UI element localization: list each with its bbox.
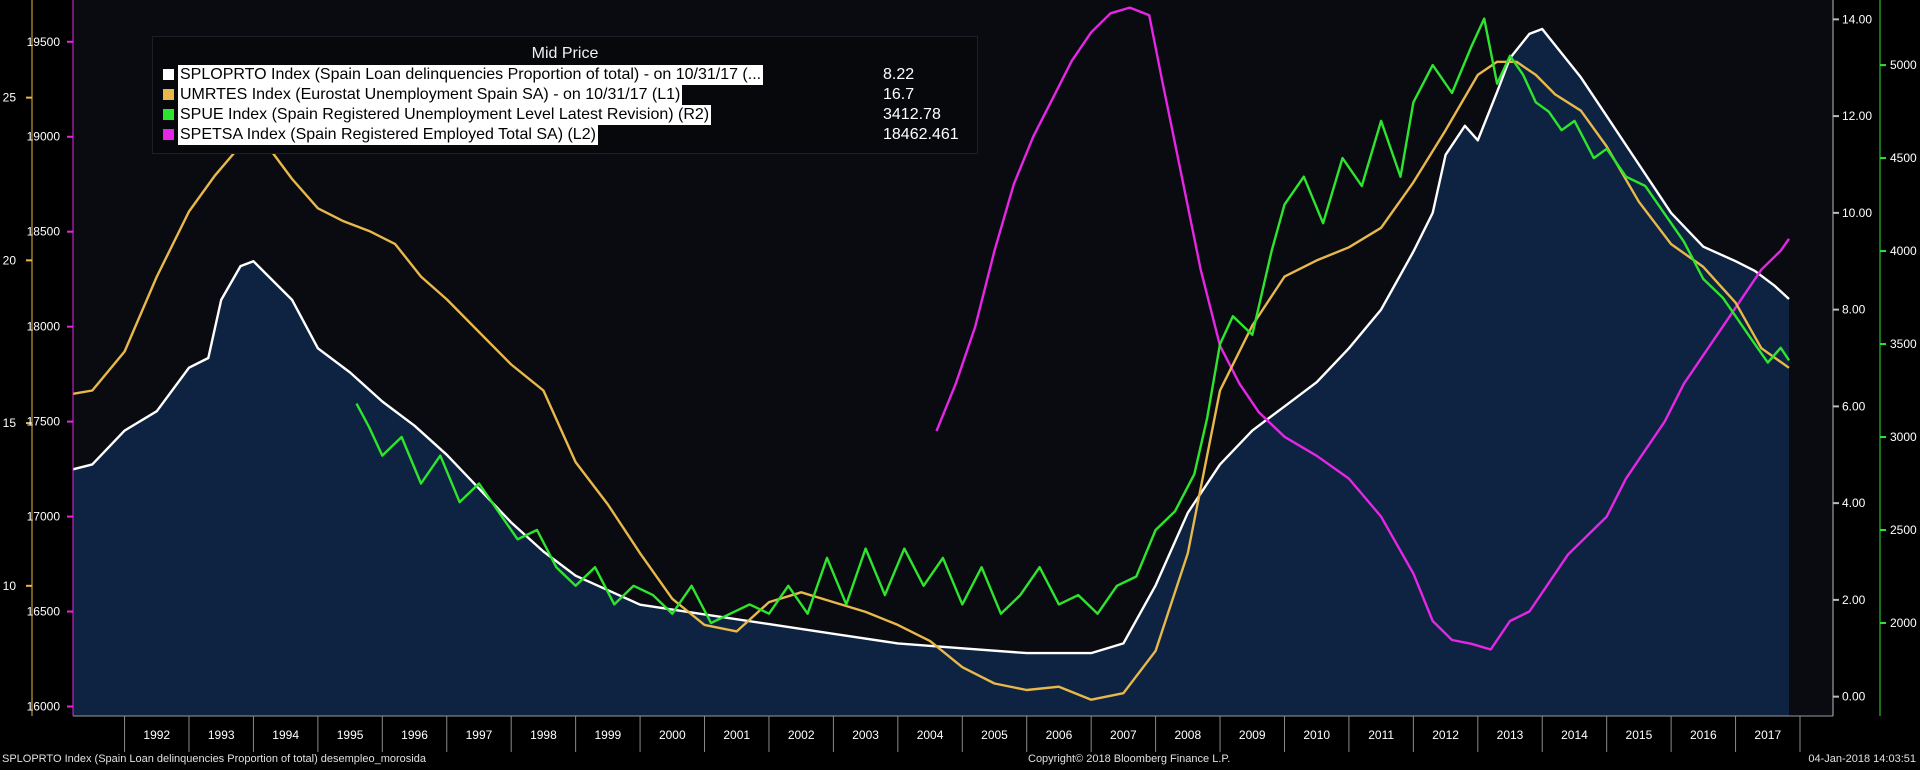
x-tick-label: 1997	[466, 728, 493, 742]
y-tick-label: 2000	[1890, 616, 1917, 630]
y-tick-label: 10.00	[1842, 206, 1872, 220]
legend-label: SPETSA Index (Spain Registered Employed …	[178, 125, 598, 145]
legend-label: SPUE Index (Spain Registered Unemploymen…	[178, 105, 712, 125]
y-tick-label: 19000	[27, 130, 61, 144]
y-tick-label: 15	[3, 416, 17, 430]
y-tick-label: 17500	[27, 415, 61, 429]
x-tick-label: 1992	[143, 728, 170, 742]
x-tick-label: 2013	[1497, 728, 1524, 742]
y-tick-label: 4500	[1890, 151, 1917, 165]
series-line-sploprto	[72, 27, 1790, 655]
x-tick-label: 1998	[530, 728, 557, 742]
footer-copyright: Copyright© 2018 Bloomberg Finance L.P.	[1028, 753, 1231, 765]
x-tick-label: 2009	[1239, 728, 1266, 742]
x-tick-label: 2003	[852, 728, 879, 742]
footer-timestamp: 04-Jan-2018 14:03:51	[1808, 753, 1916, 765]
footer-left: SPLOPRTO Index (Spain Loan delinquencies…	[2, 753, 426, 765]
x-tick-label: 2011	[1368, 728, 1394, 742]
y-tick-label: 16500	[27, 605, 61, 619]
y-tick-label: 18500	[27, 225, 61, 239]
x-tick-label: 1996	[401, 728, 428, 742]
x-tick-label: 1999	[595, 728, 622, 742]
legend-item: SPUE Index (Spain Registered Unemploymen…	[163, 105, 973, 125]
y-tick-label: 19500	[27, 35, 61, 49]
area-layer	[73, 29, 1789, 716]
x-tick-label: 2016	[1690, 728, 1717, 742]
series-line-spetsa	[935, 6, 1790, 651]
y-tick-label: 4.00	[1842, 496, 1866, 510]
y-tick-label: 12.00	[1842, 109, 1872, 123]
legend-value: 3412.78	[883, 106, 941, 123]
x-tick-label: 2005	[981, 728, 1008, 742]
x-tick-label: 1995	[337, 728, 364, 742]
legend-swatch-green	[163, 109, 174, 120]
x-tick-label: 2008	[1174, 728, 1201, 742]
legend-item: SPETSA Index (Spain Registered Employed …	[163, 125, 973, 145]
y-tick-label: 4000	[1890, 244, 1917, 258]
y-tick-label: 14.00	[1842, 12, 1872, 26]
x-tick-label: 2004	[917, 728, 944, 742]
series-area-sploprto	[73, 29, 1789, 716]
chart-title: Mid Price	[531, 45, 599, 62]
series-line-umrtes	[72, 60, 1790, 701]
legend-swatch-yellow	[163, 89, 174, 100]
x-tick-label: 2002	[788, 728, 815, 742]
y-tick-label: 8.00	[1842, 303, 1866, 317]
x-tick-label: 2001	[723, 728, 750, 742]
legend-value: 18462.461	[883, 126, 959, 143]
y-tick-label: 0.00	[1842, 690, 1866, 704]
y-tick-label: 16000	[27, 700, 61, 714]
y-tick-label: 2500	[1890, 523, 1917, 537]
x-tick-label: 1994	[272, 728, 299, 742]
legend-box: Mid Price SPLOPRTO Index (Spain Loan del…	[152, 36, 978, 154]
legend-item: SPLOPRTO Index (Spain Loan delinquencies…	[163, 65, 973, 85]
y-tick-label: 17000	[27, 510, 61, 524]
y-tick-label: 20	[3, 253, 17, 267]
x-tick-label: 1993	[208, 728, 235, 742]
x-tick-label: 2014	[1561, 728, 1588, 742]
y-tick-label: 3500	[1890, 337, 1917, 351]
legend-value: 8.22	[883, 66, 915, 83]
y-tick-label: 6.00	[1842, 399, 1866, 413]
y-tick-label: 10	[3, 579, 17, 593]
x-tick-label: 2006	[1046, 728, 1073, 742]
series-line-spue	[355, 17, 1790, 625]
x-tick-label: 2012	[1432, 728, 1459, 742]
lines-layer	[72, 6, 1790, 701]
y-tick-label: 2.00	[1842, 593, 1866, 607]
legend-value: 16.7	[883, 86, 915, 103]
legend-label: SPLOPRTO Index (Spain Loan delinquencies…	[178, 65, 764, 85]
y-tick-label: 5000	[1890, 58, 1917, 72]
axes-layer: 1992 1993 1994 1995 1996 1997 1998 1999 2000 2001…	[3, 0, 1917, 752]
legend-swatch-magenta	[163, 129, 174, 140]
y-tick-label: 3000	[1890, 430, 1917, 444]
y-tick-label: 25	[3, 91, 17, 105]
x-tick-label: 2007	[1110, 728, 1137, 742]
x-tick-label: 2000	[659, 728, 686, 742]
x-tick-label: 2010	[1303, 728, 1330, 742]
legend-swatch-white	[163, 69, 174, 80]
y-tick-label: 18000	[27, 320, 61, 334]
x-tick-label: 2015	[1626, 728, 1653, 742]
x-tick-label: 2017	[1754, 728, 1781, 742]
legend-item: UMRTES Index (Eurostat Unemployment Spai…	[163, 85, 973, 105]
legend-label: UMRTES Index (Eurostat Unemployment Spai…	[178, 85, 683, 105]
